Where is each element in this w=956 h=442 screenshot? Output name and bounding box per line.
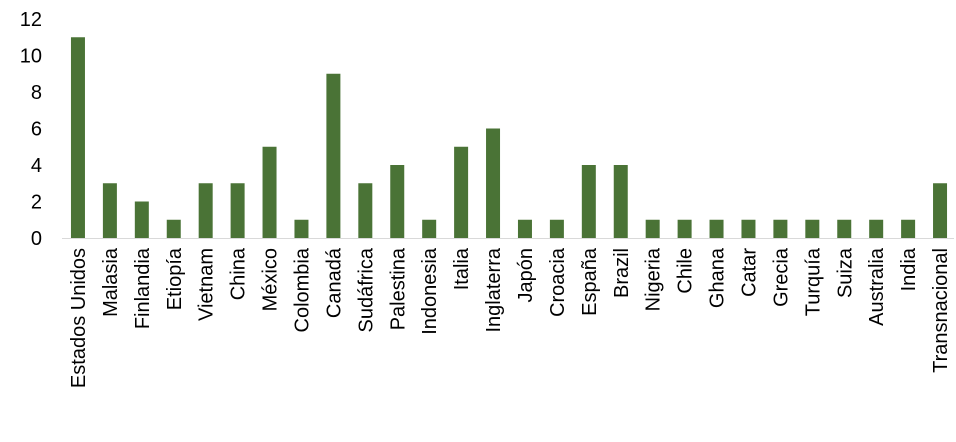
x-category-label: Catar	[738, 248, 760, 297]
y-axis: 0 2 4 6 8 10 12	[20, 9, 42, 250]
x-category-label: Etiopía	[164, 247, 186, 310]
x-category-label: Ghana	[707, 247, 729, 308]
bar	[645, 219, 660, 238]
bar	[805, 219, 820, 238]
bar	[773, 219, 788, 238]
bar	[901, 219, 916, 238]
bar	[741, 219, 756, 238]
x-category-label: Croacia	[547, 247, 569, 317]
bar	[230, 183, 245, 238]
x-category-label: Transnacional	[930, 248, 952, 373]
bar	[517, 219, 532, 238]
bar	[486, 128, 501, 238]
x-category-label: Turquía	[802, 247, 824, 316]
x-category-label: Grecia	[770, 247, 792, 307]
x-category-label: México	[260, 248, 282, 311]
bar	[134, 201, 149, 238]
x-category-label: Brazil	[611, 248, 633, 298]
bar	[390, 165, 405, 238]
x-category-label: China	[228, 247, 250, 300]
bar	[454, 146, 469, 238]
bar	[677, 219, 692, 238]
x-category-label: Italia	[451, 247, 473, 290]
bar	[549, 219, 564, 238]
bar	[358, 183, 373, 238]
x-category-label: Palestina	[387, 247, 409, 330]
x-category-label: India	[898, 247, 920, 291]
y-tick-label: 8	[31, 82, 42, 104]
bar	[581, 165, 596, 238]
y-tick-label: 4	[31, 155, 42, 177]
bar	[102, 183, 117, 238]
bar	[422, 219, 437, 238]
x-category-label: Inglaterra	[483, 247, 505, 332]
x-category-label: España	[579, 247, 601, 316]
x-category-label: Malasia	[100, 247, 122, 317]
bar	[326, 73, 341, 238]
bar	[933, 183, 948, 238]
x-category-label: Sudáfrica	[355, 247, 377, 332]
y-tick-label: 2	[31, 192, 42, 214]
bar	[294, 219, 309, 238]
bar	[262, 146, 277, 238]
x-category-label: Vietnam	[196, 248, 218, 321]
x-category-label: Japón	[515, 248, 537, 303]
x-category-label: Canadá	[323, 247, 345, 318]
bar	[869, 219, 884, 238]
x-category-label: Suiza	[834, 247, 856, 298]
bar	[837, 219, 852, 238]
x-category-label: Australia	[866, 247, 888, 326]
bar	[198, 183, 213, 238]
y-tick-label: 6	[31, 119, 42, 141]
bars-group	[70, 37, 948, 238]
x-category-label: Chile	[675, 248, 697, 294]
bar	[613, 165, 628, 238]
x-category-label: Nigeria	[643, 247, 665, 311]
y-tick-label: 12	[20, 9, 42, 31]
x-category-label: Estados Unidos	[68, 248, 90, 388]
y-tick-label: 10	[20, 46, 42, 68]
x-axis-labels: Estados Unidos Malasia Finlandia Etiopía Vie…	[68, 247, 952, 388]
x-category-label: Finlandia	[132, 247, 154, 329]
y-tick-label: 0	[31, 228, 42, 250]
x-category-label: Indonesia	[419, 247, 441, 335]
bar	[70, 37, 85, 238]
bar	[166, 219, 181, 238]
x-category-label: Colombia	[291, 247, 313, 332]
bar	[709, 219, 724, 238]
